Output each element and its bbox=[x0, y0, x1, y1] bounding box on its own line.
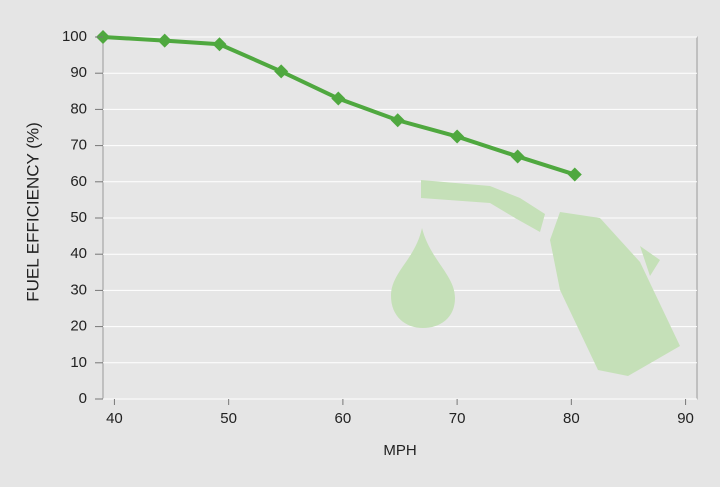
marker bbox=[331, 91, 346, 106]
pump-icon bbox=[391, 180, 680, 376]
y-tick-label: 20 bbox=[70, 318, 87, 335]
y-tick-label: 10 bbox=[70, 354, 87, 371]
y-tick-label: 50 bbox=[70, 209, 87, 226]
y-tick-label: 0 bbox=[79, 390, 87, 407]
y-tick-label: 30 bbox=[70, 281, 87, 298]
marker bbox=[390, 113, 405, 128]
x-tick-label: 80 bbox=[563, 410, 580, 427]
marker bbox=[450, 129, 465, 144]
x-axis-title: MPH bbox=[383, 442, 416, 459]
marker bbox=[157, 33, 172, 48]
data bbox=[96, 30, 582, 182]
marker bbox=[274, 64, 289, 79]
lever bbox=[640, 246, 660, 276]
y-tick-label: 40 bbox=[70, 245, 87, 262]
y-tick-label: 70 bbox=[70, 137, 87, 154]
y-tick-label: 60 bbox=[70, 173, 87, 190]
x-tick-label: 50 bbox=[220, 410, 237, 427]
y-tick-label: 90 bbox=[70, 64, 87, 81]
marker bbox=[567, 167, 582, 182]
x-tick-label: 70 bbox=[449, 410, 466, 427]
hose bbox=[421, 180, 545, 232]
x-tick-label: 40 bbox=[106, 410, 123, 427]
drop bbox=[391, 228, 455, 328]
marker bbox=[212, 37, 227, 52]
nozzle bbox=[550, 212, 680, 376]
y-tick-label: 80 bbox=[70, 100, 87, 117]
y-axis-title: FUEL EFFICIENCY (%) bbox=[23, 122, 42, 301]
y-tick-label: 100 bbox=[62, 28, 87, 45]
x-tick-label: 60 bbox=[335, 410, 352, 427]
x-tick-label: 90 bbox=[677, 410, 694, 427]
marker bbox=[510, 149, 525, 164]
